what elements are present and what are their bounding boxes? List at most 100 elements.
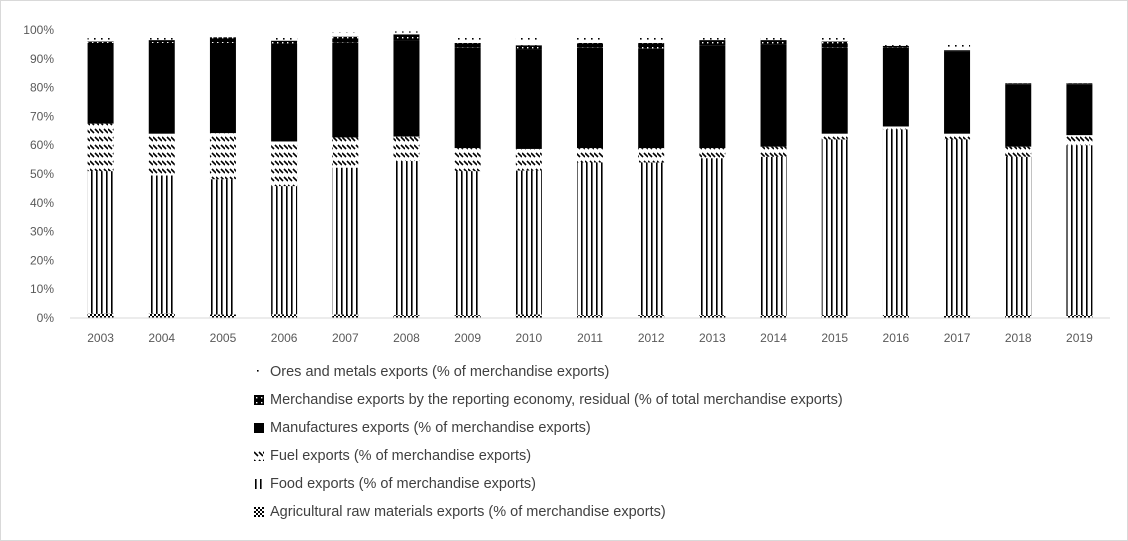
bars-group <box>87 31 1093 318</box>
bar-segment <box>454 171 481 316</box>
x-tick-label: 2005 <box>210 331 237 345</box>
bar-segment <box>271 43 298 142</box>
bar-segment <box>821 139 848 316</box>
y-tick-label: 70% <box>30 109 54 123</box>
bar-segment <box>577 315 603 318</box>
bar-segment <box>882 126 909 130</box>
bar-segment <box>821 41 848 48</box>
bar-segment <box>515 49 542 149</box>
chart-legend: Ores and metals exports (% of merchandis… <box>254 358 974 526</box>
bar-segment <box>1066 315 1093 318</box>
x-tick-label: 2012 <box>638 331 665 345</box>
bar-segment <box>87 313 114 318</box>
legend-label: Agricultural raw materials exports (% of… <box>270 504 666 520</box>
bar-segment <box>454 42 481 48</box>
bar-segment <box>699 315 726 318</box>
bar-segment <box>821 47 848 134</box>
bar-segment <box>332 36 359 43</box>
bar-segment <box>332 137 359 168</box>
x-tick-label: 2011 <box>577 331 603 345</box>
x-tick-label: 2004 <box>148 331 175 345</box>
bar-segment <box>882 315 909 318</box>
bar-segment <box>87 171 114 314</box>
legend-swatch <box>254 479 264 489</box>
y-tick-label: 50% <box>30 167 54 181</box>
bar-segment <box>148 313 175 318</box>
y-tick-label: 60% <box>30 138 54 152</box>
legend-item: Ores and metals exports (% of merchandis… <box>254 358 974 386</box>
y-tick-label: 80% <box>30 81 54 95</box>
bar-segment <box>332 32 359 37</box>
bar-segment <box>87 32 114 42</box>
bar-segment <box>944 315 971 318</box>
bar-segment <box>760 146 787 157</box>
bar-segment <box>1005 156 1032 316</box>
y-tick-label: 100% <box>23 23 54 37</box>
x-tick-label: 2019 <box>1066 331 1093 345</box>
bar-segment <box>271 141 298 187</box>
bar-segment <box>1066 83 1093 85</box>
bar-segment <box>760 40 787 45</box>
bar-segment <box>332 42 359 138</box>
bar-segment <box>271 186 298 315</box>
stacked-bar-chart: 0%10%20%30%40%50%60%70%80%90%100% 2003 20… <box>23 23 1110 345</box>
bar-segment <box>638 48 665 149</box>
bar-segment <box>944 139 971 316</box>
bar-segment <box>760 44 787 147</box>
bar-segment <box>944 41 971 51</box>
bar-segment <box>1005 83 1032 85</box>
bar-segment <box>393 34 420 41</box>
bar-segment <box>148 40 175 43</box>
bar-segment <box>821 34 848 42</box>
y-tick-label: 40% <box>30 196 54 210</box>
bar-segment <box>699 158 726 316</box>
bar-segment <box>148 133 175 176</box>
bar-segment <box>515 170 542 315</box>
legend-item: Food exports (% of merchandise exports) <box>254 470 974 498</box>
bar-segment <box>882 47 909 127</box>
bar-segment <box>577 47 603 149</box>
bar-segment <box>87 42 114 124</box>
bar-segment <box>393 40 420 137</box>
bar-segment <box>271 314 298 318</box>
bar-segment <box>148 32 175 41</box>
bar-segment <box>638 148 665 163</box>
x-tick-label: 2016 <box>883 331 910 345</box>
bar-segment <box>1066 135 1093 146</box>
bar-segment <box>1005 146 1032 157</box>
bar-segment <box>209 179 236 315</box>
x-tick-label: 2009 <box>454 331 481 345</box>
bar-segment <box>87 41 114 43</box>
bar-segment <box>821 133 848 140</box>
bar-segment <box>882 45 909 48</box>
bar-segment <box>577 42 603 48</box>
bar-segment <box>638 162 665 316</box>
x-tick-label: 2014 <box>760 331 787 345</box>
bar-segment <box>332 167 359 315</box>
legend-item: Manufactures exports (% of merchandise e… <box>254 414 974 442</box>
legend-swatch <box>254 507 264 517</box>
bar-segment <box>577 34 603 43</box>
x-tick-label: 2017 <box>944 331 971 345</box>
legend-item: Agricultural raw materials exports (% of… <box>254 498 974 526</box>
bar-segment <box>760 156 787 316</box>
bar-segment <box>454 35 481 43</box>
x-tick-label: 2006 <box>271 331 298 345</box>
x-tick-label: 2013 <box>699 331 726 345</box>
bar-segment <box>515 33 542 46</box>
bar-segment <box>515 45 542 50</box>
bar-segment <box>209 32 236 38</box>
bar-segment <box>515 314 542 318</box>
bar-segment <box>454 315 481 318</box>
bar-segment <box>944 50 971 52</box>
bar-segment <box>148 175 175 314</box>
legend-label: Fuel exports (% of merchandise exports) <box>270 448 532 464</box>
legend-swatch <box>254 367 264 377</box>
x-tick-label: 2008 <box>393 331 420 345</box>
x-tick-label: 2010 <box>515 331 542 345</box>
bar-segment <box>393 315 420 318</box>
bar-segment <box>148 42 175 134</box>
bar-segment <box>1005 84 1032 147</box>
bar-segment <box>577 148 603 163</box>
